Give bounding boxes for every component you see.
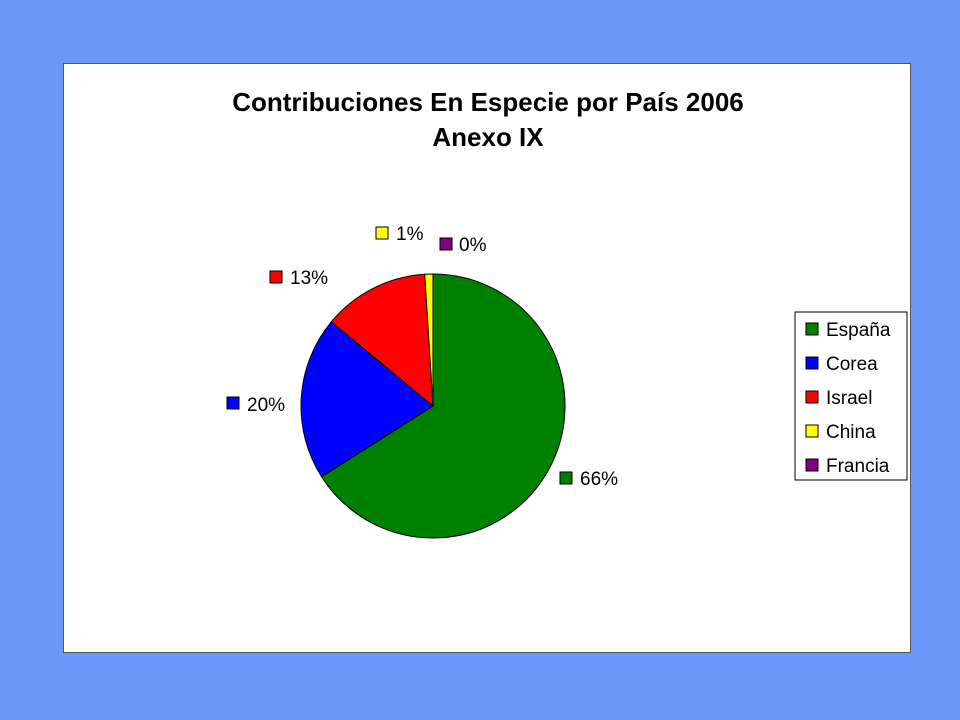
data-label-key-israel: [269, 270, 283, 284]
legend-key-corea: [805, 356, 819, 370]
chart-subtitle: Anexo IX: [432, 122, 544, 152]
pie-chart: Contribuciones En Especie por País 2006 …: [226, 87, 908, 539]
data-label-corea: 20%: [247, 395, 285, 416]
legend-key-francia: [805, 458, 819, 472]
legend-key-espana: [805, 322, 819, 336]
legend-label-francia: Francia: [826, 456, 890, 477]
legend-label-espana: España: [826, 320, 891, 341]
chart-title: Contribuciones En Especie por País 2006: [232, 87, 744, 117]
data-labels: 66% 20% 13% 1% 0%: [226, 224, 618, 490]
legend-label-israel: Israel: [826, 388, 872, 409]
data-label-key-china: [375, 226, 389, 240]
data-label-espana: 66%: [580, 469, 618, 490]
pie-slices: [300, 273, 566, 539]
data-label-israel: 13%: [290, 268, 328, 289]
data-label-china: 1%: [396, 224, 424, 245]
legend-key-israel: [805, 390, 819, 404]
pie-slice-israel: [330, 273, 434, 408]
data-label-key-corea: [226, 396, 240, 410]
data-label-francia: 0%: [459, 235, 487, 256]
legend-label-corea: Corea: [826, 354, 878, 375]
chart-area: Contribuciones En Especie por País 2006 …: [63, 63, 911, 653]
legend-label-china: China: [826, 422, 876, 443]
data-label-key-espana: [559, 471, 573, 485]
legend: España Corea Israel China Francia: [794, 311, 908, 481]
pie-slice-corea: [300, 321, 434, 478]
pie-slice-espana: [320, 273, 566, 539]
data-label-key-francia: [439, 237, 453, 251]
legend-key-china: [805, 424, 819, 438]
